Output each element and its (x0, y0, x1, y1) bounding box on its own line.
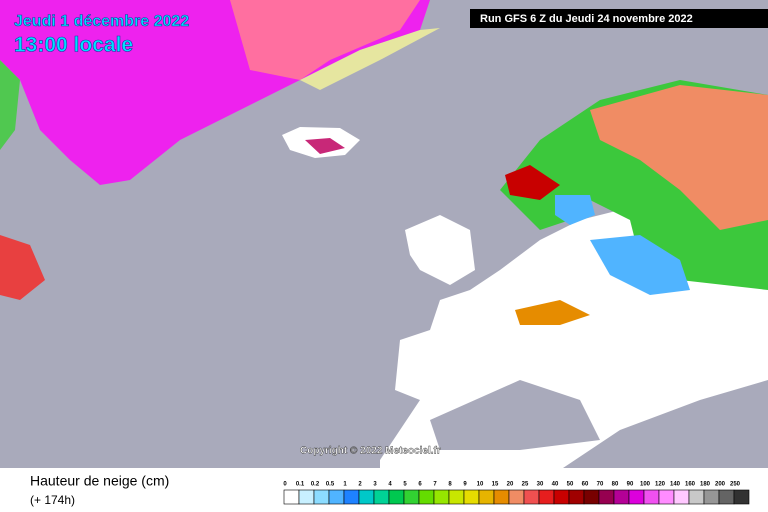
labrador-snow (0, 235, 45, 300)
scale-label: 0.1 (296, 482, 305, 488)
north-snow-deep (590, 85, 768, 230)
legend-title: Hauteur de neige (cm) (30, 473, 169, 489)
scale-label: 8 (448, 482, 452, 488)
scale-swatch (463, 489, 480, 505)
scale-label: 250 (730, 482, 741, 488)
scale-swatch (673, 489, 690, 505)
scale-swatch (358, 489, 375, 505)
scale-label: 120 (655, 482, 666, 488)
scale-label: 160 (685, 482, 696, 488)
scale-swatch (418, 489, 435, 505)
mediterranean-east (560, 380, 768, 470)
scale-label: 0.5 (326, 482, 335, 488)
scale-label: 2 (358, 482, 362, 488)
scale-label: 9 (463, 482, 467, 488)
time-label: 13:00 locale (14, 34, 133, 57)
scale-label: 40 (552, 482, 559, 488)
scale-swatch (553, 489, 570, 505)
color-scale: 0 0.1 0.2 0.5 1 2 3 4 5 6 7 8 9 10 15 20 25 30 40 50 60 70 80 9… (283, 482, 750, 505)
scale-label: 80 (612, 482, 619, 488)
alps-snow (515, 300, 590, 325)
lead-time: (+ 174h) (30, 493, 75, 507)
scale-label: 10 (477, 482, 484, 488)
scale-swatch (628, 489, 645, 505)
scale-label: 30 (537, 482, 544, 488)
date-label: Jeudi 1 décembre 2022 (14, 13, 189, 30)
scale-swatch (523, 489, 540, 505)
scale-swatch (718, 489, 735, 505)
scale-swatch (508, 489, 525, 505)
scale-swatch (493, 489, 510, 505)
greenland-snow-deep (230, 0, 420, 80)
scale-swatch (538, 489, 555, 505)
scale-label: 180 (700, 482, 711, 488)
central-snow (590, 235, 690, 295)
scale-swatch (433, 489, 450, 505)
sweden-snow (555, 195, 595, 225)
scale-swatch (328, 489, 345, 505)
scale-label: 4 (388, 482, 392, 488)
scale-label: 3 (373, 482, 377, 488)
scale-label: 140 (670, 482, 681, 488)
scale-swatch (403, 489, 420, 505)
scale-label: 50 (567, 482, 574, 488)
scale-label: 60 (582, 482, 589, 488)
scale-label: 5 (403, 482, 407, 488)
scale-swatch (658, 489, 675, 505)
scale-swatch (583, 489, 600, 505)
scale-label: 6 (418, 482, 422, 488)
british-isles (405, 215, 475, 285)
scale-label: 15 (492, 482, 499, 488)
scale-swatch (448, 489, 465, 505)
scale-swatch (643, 489, 660, 505)
mediterranean (430, 380, 600, 450)
scale-swatch (568, 489, 585, 505)
scale-swatch (373, 489, 390, 505)
iceland-snow (305, 138, 345, 154)
scale-swatch (688, 489, 705, 505)
scale-label: 0 (283, 482, 287, 488)
scale-swatch (733, 489, 750, 505)
copyright: Copyright © 2022 Meteociel.fr (300, 446, 441, 457)
scale-swatch (703, 489, 720, 505)
scale-swatch (388, 489, 405, 505)
scale-swatch (298, 489, 315, 505)
scale-label: 20 (507, 482, 514, 488)
scale-label: 70 (597, 482, 604, 488)
scale-label: 0.2 (311, 482, 320, 488)
scale-swatch (598, 489, 615, 505)
scale-swatch (283, 489, 300, 505)
greenland-coast (300, 28, 440, 90)
scale-label: 7 (433, 482, 437, 488)
norway-snow (505, 165, 560, 200)
scale-swatch (478, 489, 495, 505)
scale-swatch (343, 489, 360, 505)
scale-label: 1 (343, 482, 347, 488)
canada-snow (0, 60, 20, 150)
scale-label: 90 (627, 482, 634, 488)
run-banner (470, 9, 768, 28)
scale-label: 25 (522, 482, 529, 488)
scale-label: 100 (640, 482, 651, 488)
run-label: Run GFS 6 Z du Jeudi 24 novembre 2022 (480, 13, 693, 25)
scale-swatch (613, 489, 630, 505)
scale-swatch (313, 489, 330, 505)
scale-label: 200 (715, 482, 726, 488)
